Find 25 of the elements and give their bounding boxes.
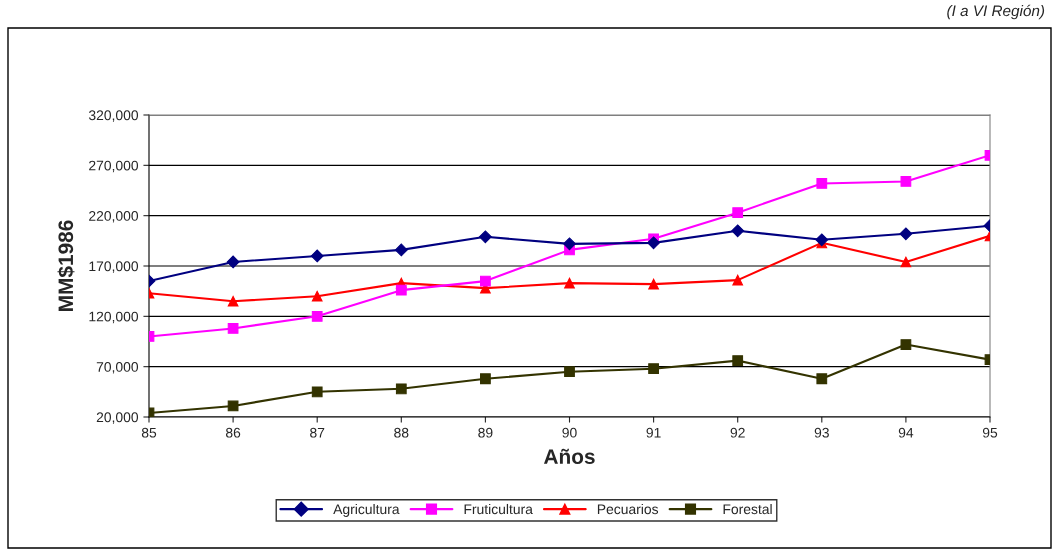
x-tick-label: 95 [982,427,998,438]
y-tick-label: 120,000 [89,311,139,324]
legend-label: Agricultura [333,503,400,517]
x-tick-label: 90 [562,427,577,438]
x-tick-label: 85 [141,427,157,438]
x-tick-label: 91 [646,427,661,438]
text: (I a VI Región) [947,4,1045,20]
x-tick-label: 86 [225,427,241,438]
x-tick-label: 93 [814,427,829,438]
x-tick-label: 94 [898,427,914,438]
y-tick-label: 320,000 [88,110,139,122]
y-tick-label: 170,000 [89,261,139,273]
legend-label: Fruticultura [464,503,533,515]
legend-label: Forestal [723,503,772,515]
x-tick-label: 88 [394,427,409,438]
y-axis-title: MM$1986 [57,220,75,311]
y-tick-label: 70,000 [96,362,139,374]
x-tick-label: 87 [310,427,325,438]
x-tick-label: 92 [730,427,745,438]
legend-label: Pecuarios [597,503,659,515]
y-tick-label: 270,000 [89,160,139,173]
y-tick-label: 220,000 [89,211,139,223]
x-tick-label: 89 [478,427,493,438]
x-axis-title: Años [543,448,595,464]
y-tick-label: 20,000 [96,412,139,424]
